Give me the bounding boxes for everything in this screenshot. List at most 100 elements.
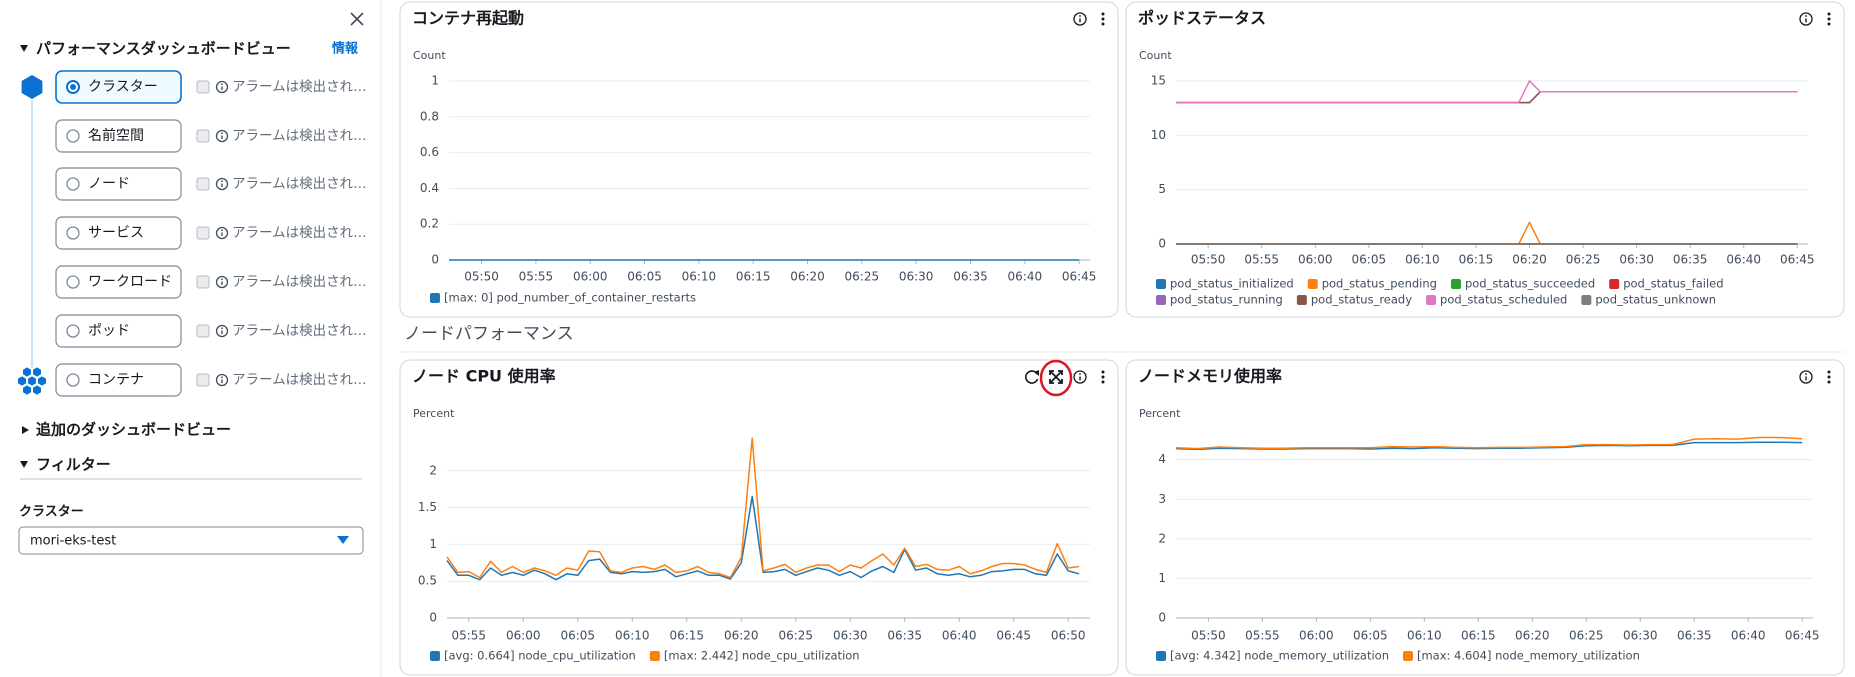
y-axis-label: Count — [413, 49, 446, 62]
legend-label: pod_status_ready — [1311, 293, 1412, 307]
alarm-checkbox[interactable] — [196, 275, 210, 289]
alarm-checkbox[interactable] — [196, 324, 210, 338]
info-dot — [1805, 15, 1807, 17]
info-icon[interactable] — [215, 373, 229, 387]
level-label: クラスター — [88, 79, 158, 95]
x-tick-label: 06:35 — [953, 270, 988, 284]
alarm-status: アラームは検出され… — [232, 128, 367, 144]
dot — [1101, 380, 1105, 384]
panel-title: ノードメモリ使用率 — [1138, 367, 1282, 386]
legend-item[interactable]: pod_status_initialized — [1156, 277, 1294, 291]
info-icon[interactable] — [1799, 12, 1813, 26]
x-tick-label: 06:05 — [560, 629, 595, 643]
info-icon[interactable] — [215, 129, 229, 143]
expand-button[interactable] — [1049, 370, 1063, 384]
radio — [66, 226, 80, 240]
container-icon — [23, 385, 31, 395]
info-icon[interactable] — [215, 275, 229, 289]
x-tick-label: 06:40 — [942, 629, 977, 643]
level-option[interactable] — [55, 70, 182, 104]
more-menu[interactable] — [1101, 12, 1105, 26]
expand-corners — [1049, 370, 1063, 384]
alarm-checkbox[interactable] — [196, 177, 210, 191]
info-icon[interactable] — [215, 226, 229, 240]
dot — [1827, 17, 1831, 21]
legend-item[interactable]: pod_status_failed — [1609, 277, 1724, 291]
highlight-annotation — [1039, 359, 1073, 397]
expand-caret[interactable] — [20, 45, 28, 52]
legend-item[interactable]: [max: 4.604] node_memory_utilization — [1402, 649, 1640, 663]
x-tick-label: 06:30 — [833, 629, 868, 643]
cluster-select[interactable] — [18, 526, 364, 555]
radio — [66, 177, 80, 191]
x-tick-label: 06:10 — [1407, 629, 1442, 643]
refresh-button[interactable] — [1025, 370, 1039, 384]
legend-item[interactable]: pod_status_succeeded — [1450, 277, 1595, 291]
info-icon[interactable] — [215, 177, 229, 191]
info-icon[interactable] — [1073, 370, 1087, 384]
alarm-checkbox[interactable] — [196, 226, 210, 240]
x-tick-label: 06:45 — [1062, 270, 1097, 284]
section-title: ノードパフォーマンス — [404, 324, 574, 344]
legend-swatch — [1156, 651, 1166, 661]
series-line — [446, 437, 1080, 579]
expand-caret[interactable] — [20, 461, 28, 468]
x-tick-label: 06:10 — [1405, 253, 1440, 267]
legend-label: pod_status_initialized — [1170, 277, 1294, 291]
x-tick-label: 06:30 — [1623, 629, 1658, 643]
legend-item[interactable]: [max: 2.442] node_cpu_utilization — [649, 649, 860, 663]
additional-views[interactable]: 追加のダッシュボードビュー — [36, 421, 231, 439]
level-option[interactable] — [55, 216, 182, 250]
level-option[interactable] — [55, 363, 182, 397]
alarm-checkbox[interactable] — [196, 129, 210, 143]
info-icon[interactable] — [1799, 370, 1813, 384]
more-menu[interactable] — [1827, 370, 1831, 384]
refresh-head — [1034, 370, 1039, 376]
radio-dot — [70, 84, 76, 90]
container-icon — [23, 367, 31, 377]
series-line — [446, 495, 1080, 581]
legend-label: pod_status_pending — [1322, 277, 1437, 291]
x-tick-label: 05:50 — [1191, 253, 1226, 267]
level-option[interactable] — [55, 265, 182, 299]
x-tick-label: 06:05 — [627, 270, 662, 284]
info-dot — [221, 180, 223, 183]
alarm-checkbox[interactable] — [196, 80, 210, 94]
more-menu[interactable] — [1827, 12, 1831, 26]
refresh-arc — [1025, 370, 1039, 384]
collapse-caret[interactable] — [22, 426, 29, 434]
level-label: 名前空間 — [88, 127, 144, 144]
legend-item[interactable]: pod_status_pending — [1307, 277, 1437, 291]
info-ring — [215, 129, 229, 143]
info-link[interactable]: 情報 — [332, 41, 359, 57]
y-tick-label: 1 — [1158, 571, 1166, 585]
info-icon[interactable] — [1073, 12, 1087, 26]
legend-item[interactable]: pod_status_ready — [1296, 293, 1412, 307]
legend-item[interactable]: [max: 0] pod_number_of_container_restart… — [430, 291, 696, 305]
legend-item[interactable]: pod_status_scheduled — [1426, 293, 1567, 307]
level-option[interactable] — [55, 167, 182, 201]
x-tick-label: 06:25 — [845, 270, 880, 284]
more-menu[interactable] — [1101, 370, 1105, 384]
level-option[interactable] — [55, 314, 182, 348]
legend-item[interactable]: [avg: 4.342] node_memory_utilization — [1156, 649, 1389, 663]
info-ring — [215, 177, 229, 191]
info-icon[interactable] — [215, 324, 229, 338]
x-tick-label: 06:05 — [1353, 629, 1388, 643]
legend-item[interactable]: pod_status_unknown — [1581, 293, 1716, 307]
panel-title: コンテナ再起動 — [412, 9, 524, 28]
series-line — [1176, 80, 1798, 104]
alarm-checkbox[interactable] — [196, 373, 210, 387]
radio — [66, 129, 80, 143]
filter-label: クラスター — [19, 505, 84, 520]
level-option[interactable] — [55, 119, 182, 153]
info-icon[interactable] — [215, 80, 229, 94]
x-tick-label: 06:45 — [1785, 629, 1820, 643]
alarm-status: アラームは検出され… — [232, 274, 367, 290]
legend-item[interactable]: [avg: 0.664] node_cpu_utilization — [430, 649, 636, 663]
info-dot — [221, 327, 223, 330]
x-tick-label: 06:05 — [1352, 253, 1387, 267]
legend-item[interactable]: pod_status_running — [1156, 293, 1283, 307]
close-button[interactable] — [350, 12, 364, 26]
y-tick-label: 0 — [429, 611, 437, 625]
